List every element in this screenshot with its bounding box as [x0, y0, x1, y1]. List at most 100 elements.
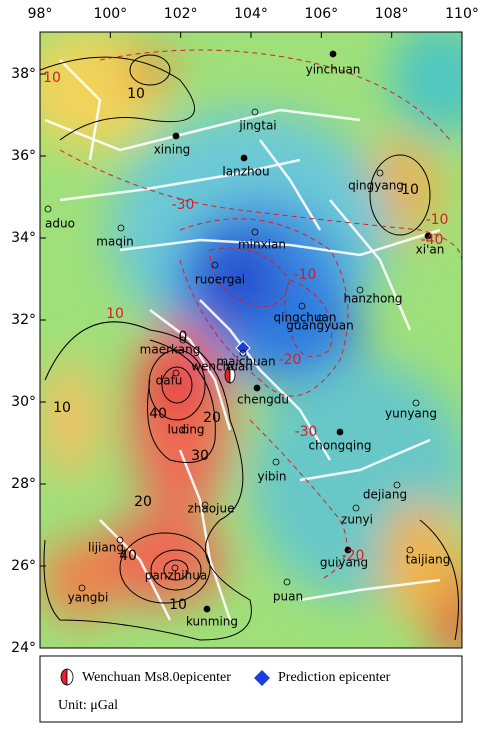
contour-label: -20 [279, 352, 302, 368]
city-label: xining [154, 143, 191, 157]
city-dot [181, 426, 189, 434]
epicenter-markers [224, 340, 251, 384]
city-dot [239, 349, 247, 357]
city-label: xi'an [416, 243, 445, 257]
city-dot [201, 501, 209, 509]
city-label: maerkang [140, 343, 201, 357]
city-label: minxian [238, 238, 286, 252]
city-dot [251, 108, 259, 116]
contour-label: -30 [295, 424, 318, 440]
city-label: lanzhou [222, 165, 269, 179]
city-label: dafu [156, 374, 183, 388]
city-dot [117, 224, 125, 232]
city-label: guiyang [320, 556, 368, 570]
contour-label: -10 [426, 212, 449, 228]
contour-labels: 10 10 -30 10 -10 -40 10 0 -10 40 30 20 10 -30 20 40 -20 1… [43, 70, 448, 613]
fault-lines [44, 59, 441, 621]
city-dot [344, 546, 352, 554]
contour-label: 10 [401, 182, 419, 198]
x-tick-label: 110° [445, 6, 479, 22]
x-tick-label: 100° [93, 6, 127, 22]
city-dot [272, 458, 280, 466]
city-label: taijiang [406, 553, 451, 567]
city-dot [253, 384, 261, 392]
city-label: luding [167, 423, 204, 437]
city-dot [406, 546, 414, 554]
y-tick-label: 28° [11, 476, 36, 492]
city-dot [172, 132, 180, 140]
cities: yinchuan jingtai xining lanzhou qingyang aduo… [44, 50, 451, 629]
city-dot [240, 154, 248, 162]
city-dot [298, 302, 306, 310]
legend-label: Prediction epicenter [278, 670, 391, 685]
city-dot [172, 369, 180, 377]
contour-label: -10 [294, 267, 317, 283]
city-dot [116, 536, 124, 544]
y-tick-label: 30° [11, 394, 36, 410]
contour-label: -20 [342, 548, 365, 564]
city-label: yibin [258, 470, 287, 484]
city-dot [424, 232, 432, 240]
city-dot [226, 363, 234, 371]
contour-label: 10 [127, 86, 145, 102]
city-label: dejiang [363, 488, 407, 502]
x-tick-label: 102° [164, 6, 198, 22]
axes: 98° 100° 102° 104° 106° 108° 110° 38° 36° 34° 32° 3… [11, 6, 479, 656]
contour-label: -30 [172, 197, 195, 213]
contour-label: 40 [149, 406, 167, 422]
city-label: guangyuan [286, 319, 353, 333]
legend: Wenchuan Ms8.0epicenter Prediction epice… [39, 655, 463, 723]
y-tick-label: 26° [11, 558, 36, 574]
y-tick-label: 24° [11, 640, 36, 656]
city-dot [329, 50, 337, 58]
y-tick-label: 38° [11, 66, 36, 82]
contour-label: 20 [134, 494, 152, 510]
negative-contours [59, 49, 462, 581]
city-dot [316, 314, 324, 322]
legend-label: Wenchuan Ms8.0epicenter [82, 670, 231, 685]
contour-label: 10 [43, 70, 61, 86]
contour-label: 10 [53, 400, 71, 416]
positive-contours [40, 54, 459, 641]
city-label: hanzhong [343, 292, 402, 306]
city-dot [352, 504, 360, 512]
city-dot [412, 399, 420, 407]
city-dot [179, 336, 187, 344]
city-dot [211, 261, 219, 269]
city-dot [283, 578, 291, 586]
city-label: puan [273, 590, 303, 604]
city-label: ruoergai [195, 273, 245, 287]
city-label: yinchuan [306, 63, 361, 77]
city-label: maqin [96, 235, 134, 249]
contour-label: 30 [191, 448, 209, 464]
city-dot [356, 286, 364, 294]
city-label: lijiang [88, 541, 124, 555]
city-label: yangbi [68, 591, 109, 605]
city-label: maichuan [216, 355, 275, 369]
city-label: zhaojue [188, 502, 235, 516]
unit-label: Unit: μGal [58, 698, 118, 713]
y-tick-label: 32° [11, 312, 36, 328]
city-dot [78, 584, 86, 592]
contour-label: 0 [179, 329, 188, 345]
contour-label: 10 [169, 597, 187, 613]
city-dot [376, 169, 384, 177]
contour-label: 40 [119, 548, 137, 564]
city-label: jingtai [238, 119, 276, 133]
city-label: kunming [186, 615, 238, 629]
contour-label: -40 [421, 232, 444, 248]
city-dot [203, 605, 211, 613]
y-tick-label: 34° [11, 230, 36, 246]
x-tick-label: 104° [234, 6, 268, 22]
contour-label: 20 [203, 410, 221, 426]
city-dot [393, 481, 401, 489]
city-dot [251, 228, 259, 236]
map-area: yinchuan jingtai xining lanzhou qingyang aduo… [40, 32, 462, 648]
city-label: chongqing [309, 439, 372, 453]
city-label: wenchuan [191, 360, 253, 374]
city-label: chengdu [237, 393, 289, 407]
x-tick-label: 98° [28, 6, 53, 22]
city-dot [44, 205, 52, 213]
contour-label: 10 [106, 306, 124, 322]
